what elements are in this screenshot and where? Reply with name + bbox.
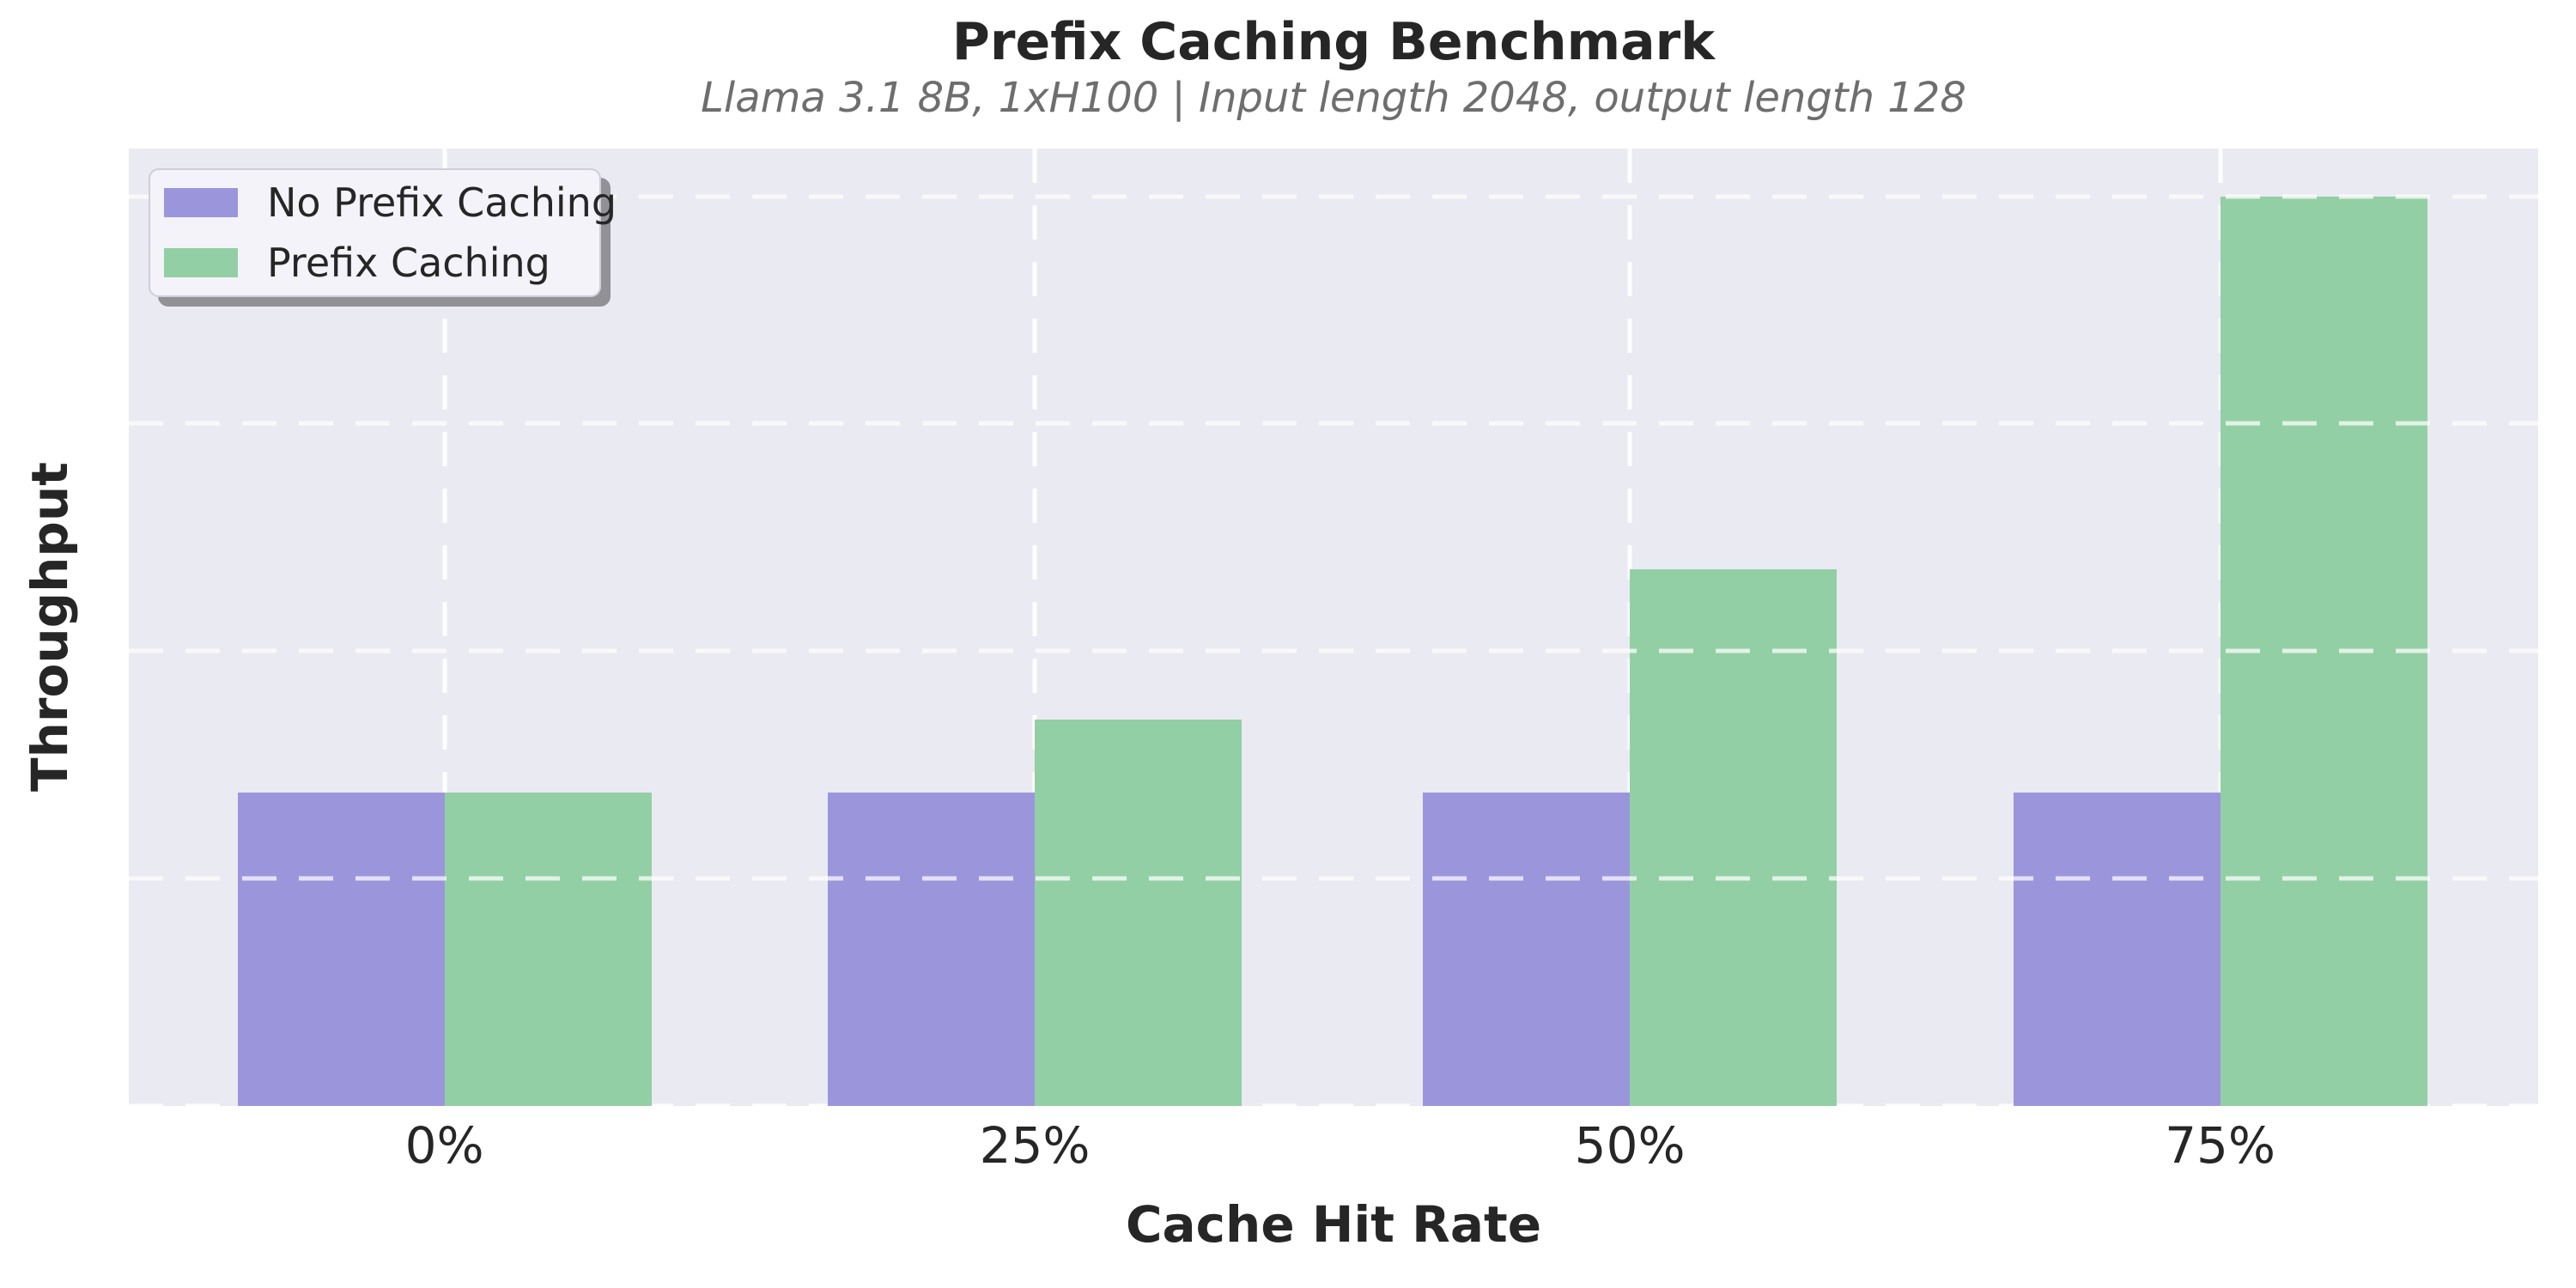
horizontal-gridline [129,876,2538,881]
x-tick-label-50%: 50% [1574,1116,1686,1175]
bar-prefix-caching-0% [444,792,652,1106]
bar-no-prefix-caching-0% [237,792,445,1106]
x-tick-label-0%: 0% [404,1116,484,1175]
horizontal-gridline [129,194,2538,199]
horizontal-gridline [129,421,2538,426]
vertical-gridline [442,149,447,1106]
y-axis-label: Throughput [21,462,79,792]
x-axis-label: Cache Hit Rate [1125,1195,1542,1254]
horizontal-gridline [129,1103,2538,1109]
legend-label: No Prefix Caching [267,179,617,226]
x-tick-row: 0% 25% 50% 75% [129,1116,2538,1183]
legend: No Prefix Caching Prefix Caching [149,168,617,297]
legend-swatch-no-prefix-caching [164,188,238,217]
x-tick-label-25%: 25% [979,1116,1091,1175]
legend-swatch-prefix-caching [164,248,238,277]
bar-prefix-caching-50% [1630,568,1838,1106]
chart-subtitle: Llama 3.1 8B, 1xH100 | Input length 2048… [701,74,1966,122]
bar-no-prefix-caching-50% [1423,792,1631,1106]
legend-label: Prefix Caching [267,240,550,286]
horizontal-gridline [129,648,2538,653]
legend-item: No Prefix Caching [164,179,617,226]
x-tick-label-75%: 75% [2165,1116,2276,1175]
legend-item: Prefix Caching [164,240,599,286]
bar-no-prefix-caching-25% [828,792,1036,1106]
chart-title: Prefix Caching Benchmark [951,12,1716,72]
bar-prefix-caching-25% [1035,719,1242,1106]
plot-area [129,149,2538,1109]
bar-no-prefix-caching-75% [2013,792,2221,1106]
vertical-gridline [1032,149,1037,1106]
